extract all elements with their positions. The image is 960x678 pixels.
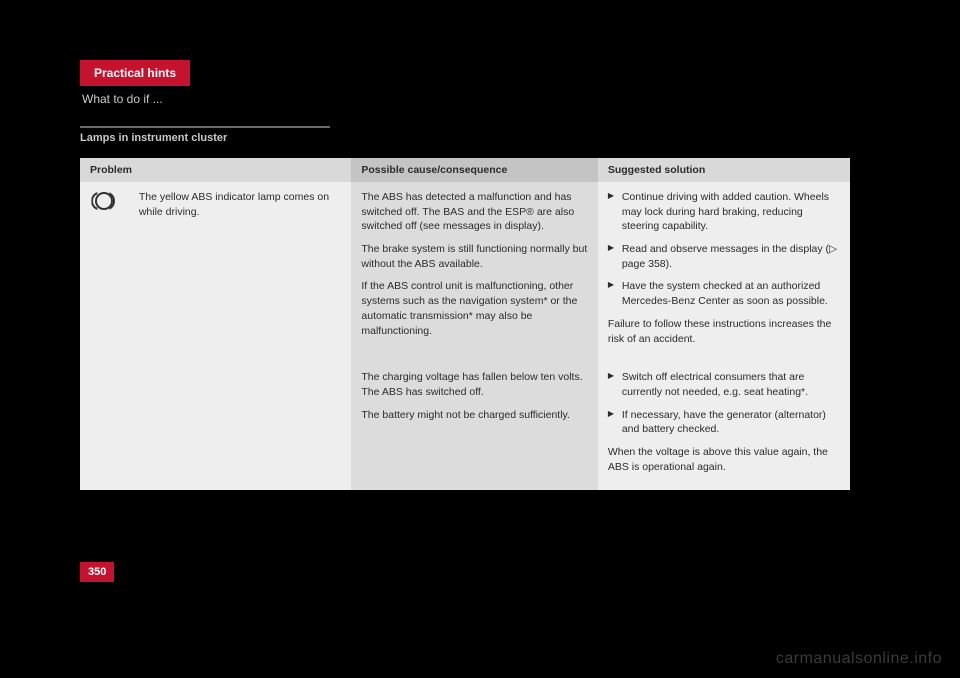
solution-item: Continue driving with added caution. Whe…	[608, 190, 840, 234]
table-header-row: Problem Possible cause/consequence Sugge…	[80, 158, 850, 182]
solution-item: If necessary, have the generator (altern…	[608, 408, 840, 437]
abs-indicator-icon	[95, 192, 113, 210]
divider	[80, 126, 330, 128]
abs-icon-cell	[80, 182, 129, 490]
cause-text: The brake system is still functioning no…	[361, 242, 587, 271]
header-solution: Suggested solution	[598, 158, 850, 182]
watermark: carmanualsonline.info	[776, 650, 942, 668]
cause-text: The ABS has detected a malfunction and h…	[361, 190, 587, 234]
header-problem: Problem	[80, 158, 351, 182]
solution-item: Read and observe messages in the display…	[608, 242, 840, 271]
cause-cell: The charging voltage has fallen below te…	[351, 362, 597, 490]
troubleshoot-table: Problem Possible cause/consequence Sugge…	[80, 158, 850, 490]
solution-item: Switch off electrical consumers that are…	[608, 370, 840, 399]
section-title: What to do if ...	[82, 92, 880, 106]
subhead: Lamps in instrument cluster	[80, 132, 880, 144]
problem-cell: The yellow ABS indicator lamp comes on w…	[129, 182, 352, 490]
cause-cell: The ABS has detected a malfunction and h…	[351, 182, 597, 362]
solution-cell: Switch off electrical consumers that are…	[598, 362, 850, 490]
table-row: The yellow ABS indicator lamp comes on w…	[80, 182, 850, 362]
page-number: 350	[80, 562, 114, 582]
solution-note: Failure to follow these instructions inc…	[608, 317, 840, 346]
solution-cell: Continue driving with added caution. Whe…	[598, 182, 850, 362]
cause-text: The charging voltage has fallen below te…	[361, 370, 587, 399]
header-cause: Possible cause/consequence	[351, 158, 597, 182]
section-tab: Practical hints	[80, 60, 190, 86]
cause-text: The battery might not be charged suffici…	[361, 408, 587, 423]
cause-text: If the ABS control unit is malfunctionin…	[361, 279, 587, 338]
solution-item: Have the system checked at an authorized…	[608, 279, 840, 308]
solution-note: When the voltage is above this value aga…	[608, 445, 840, 474]
